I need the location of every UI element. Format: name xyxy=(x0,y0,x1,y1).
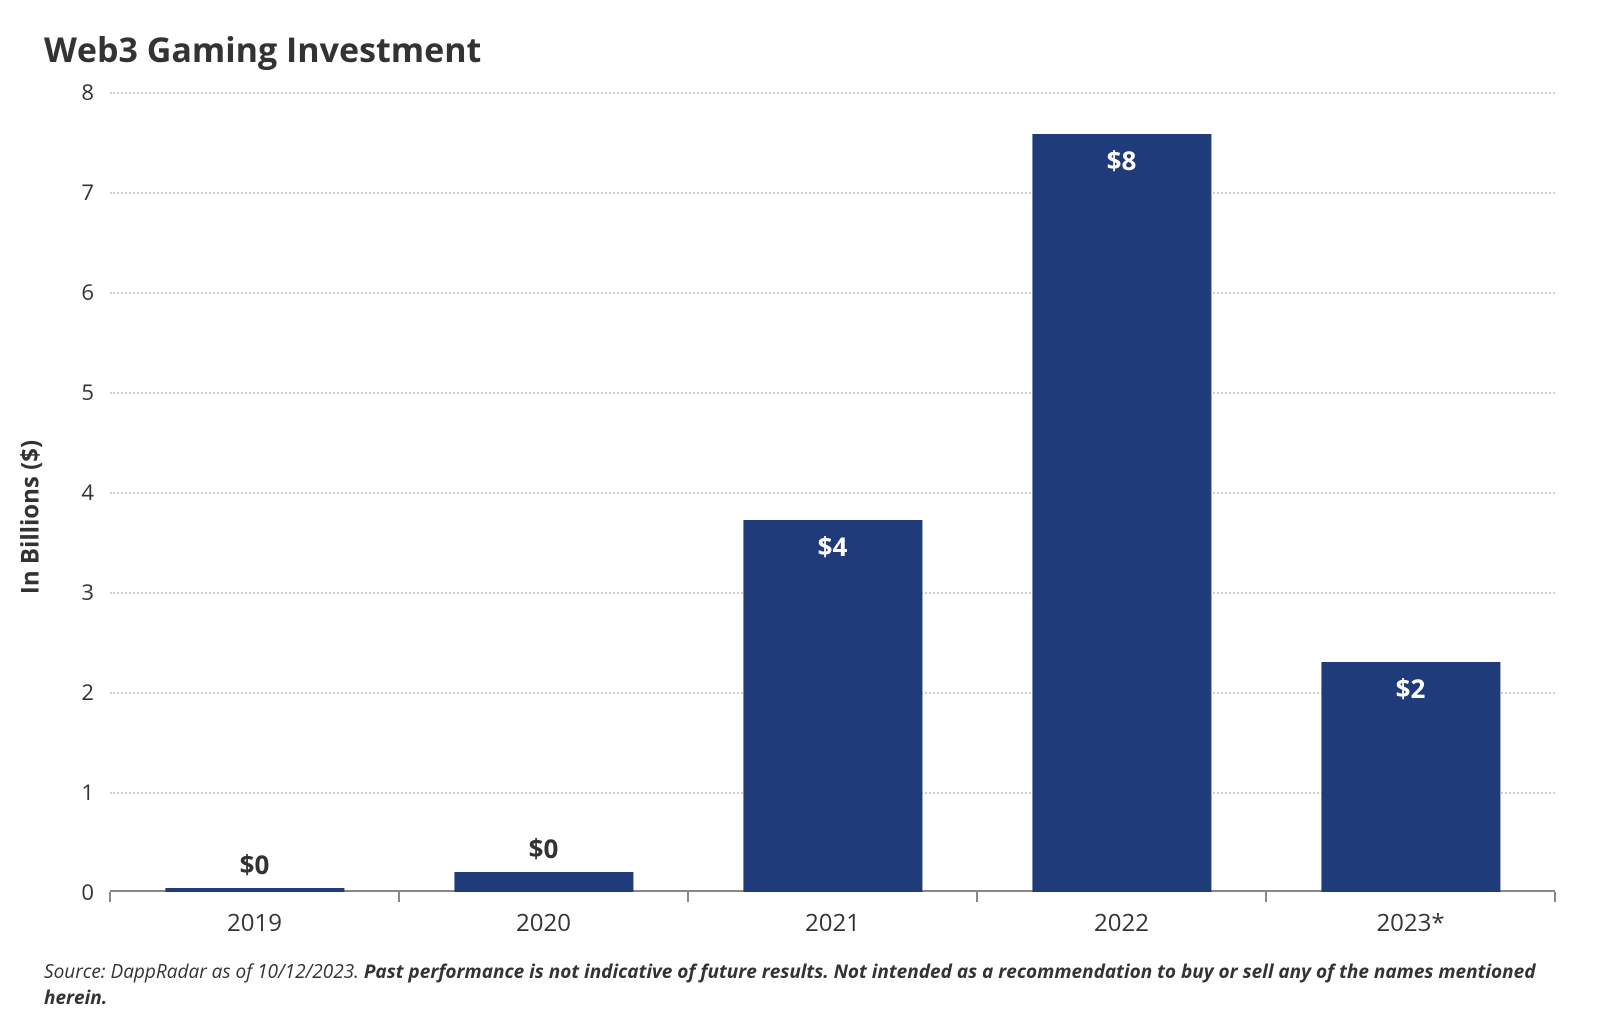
bar: $8 xyxy=(1032,134,1211,892)
x-tick-label: 2021 xyxy=(805,906,860,939)
y-tick-label: 6 xyxy=(81,277,94,307)
bar-value-label: $0 xyxy=(240,846,270,882)
x-tick-mark xyxy=(1265,892,1267,902)
x-tick-label: 2020 xyxy=(516,906,571,939)
x-tick-label: 2019 xyxy=(227,906,282,939)
x-tick-mark xyxy=(687,892,689,902)
y-tick-label: 7 xyxy=(81,177,94,207)
grid-line xyxy=(110,192,1555,194)
bar-value-label: $0 xyxy=(529,830,559,866)
y-tick-label: 3 xyxy=(81,577,94,607)
x-tick-mark xyxy=(976,892,978,902)
x-tick-mark xyxy=(1554,892,1556,902)
bar: $0 xyxy=(454,872,633,892)
bar-value-label: $2 xyxy=(1396,670,1426,706)
x-tick-label: 2023* xyxy=(1376,906,1444,939)
y-tick-label: 8 xyxy=(81,77,94,107)
y-tick-label: 2 xyxy=(81,677,94,707)
x-tick-label: 2022 xyxy=(1094,906,1149,939)
bar: $0 xyxy=(165,888,344,892)
grid-line xyxy=(110,492,1555,494)
grid-line xyxy=(110,392,1555,394)
footer-source: Source: DappRadar as of 10/12/2023. xyxy=(44,958,364,984)
x-tick-mark xyxy=(109,892,111,902)
chart-title: Web3 Gaming Investment xyxy=(44,26,1575,72)
bar-value-label: $4 xyxy=(818,528,848,564)
plot-area: 20192020202120222023* 012345678$0$0$4$8$… xyxy=(110,92,1555,892)
x-tick-mark xyxy=(398,892,400,902)
bar: $4 xyxy=(743,520,922,892)
chart-container: Web3 Gaming Investment In Billions ($) 2… xyxy=(0,0,1615,997)
bar: $2 xyxy=(1321,662,1500,892)
grid-line xyxy=(110,292,1555,294)
y-tick-label: 4 xyxy=(81,477,94,507)
grid-line xyxy=(110,92,1555,94)
y-tick-label: 1 xyxy=(81,777,94,807)
footer-note: Source: DappRadar as of 10/12/2023. Past… xyxy=(40,958,1575,1010)
y-tick-label: 0 xyxy=(81,877,94,907)
y-axis-label: In Billions ($) xyxy=(14,440,47,594)
bar-value-label: $8 xyxy=(1107,142,1137,178)
y-tick-label: 5 xyxy=(81,377,94,407)
chart-area: In Billions ($) 20192020202120222023* 01… xyxy=(40,82,1575,952)
